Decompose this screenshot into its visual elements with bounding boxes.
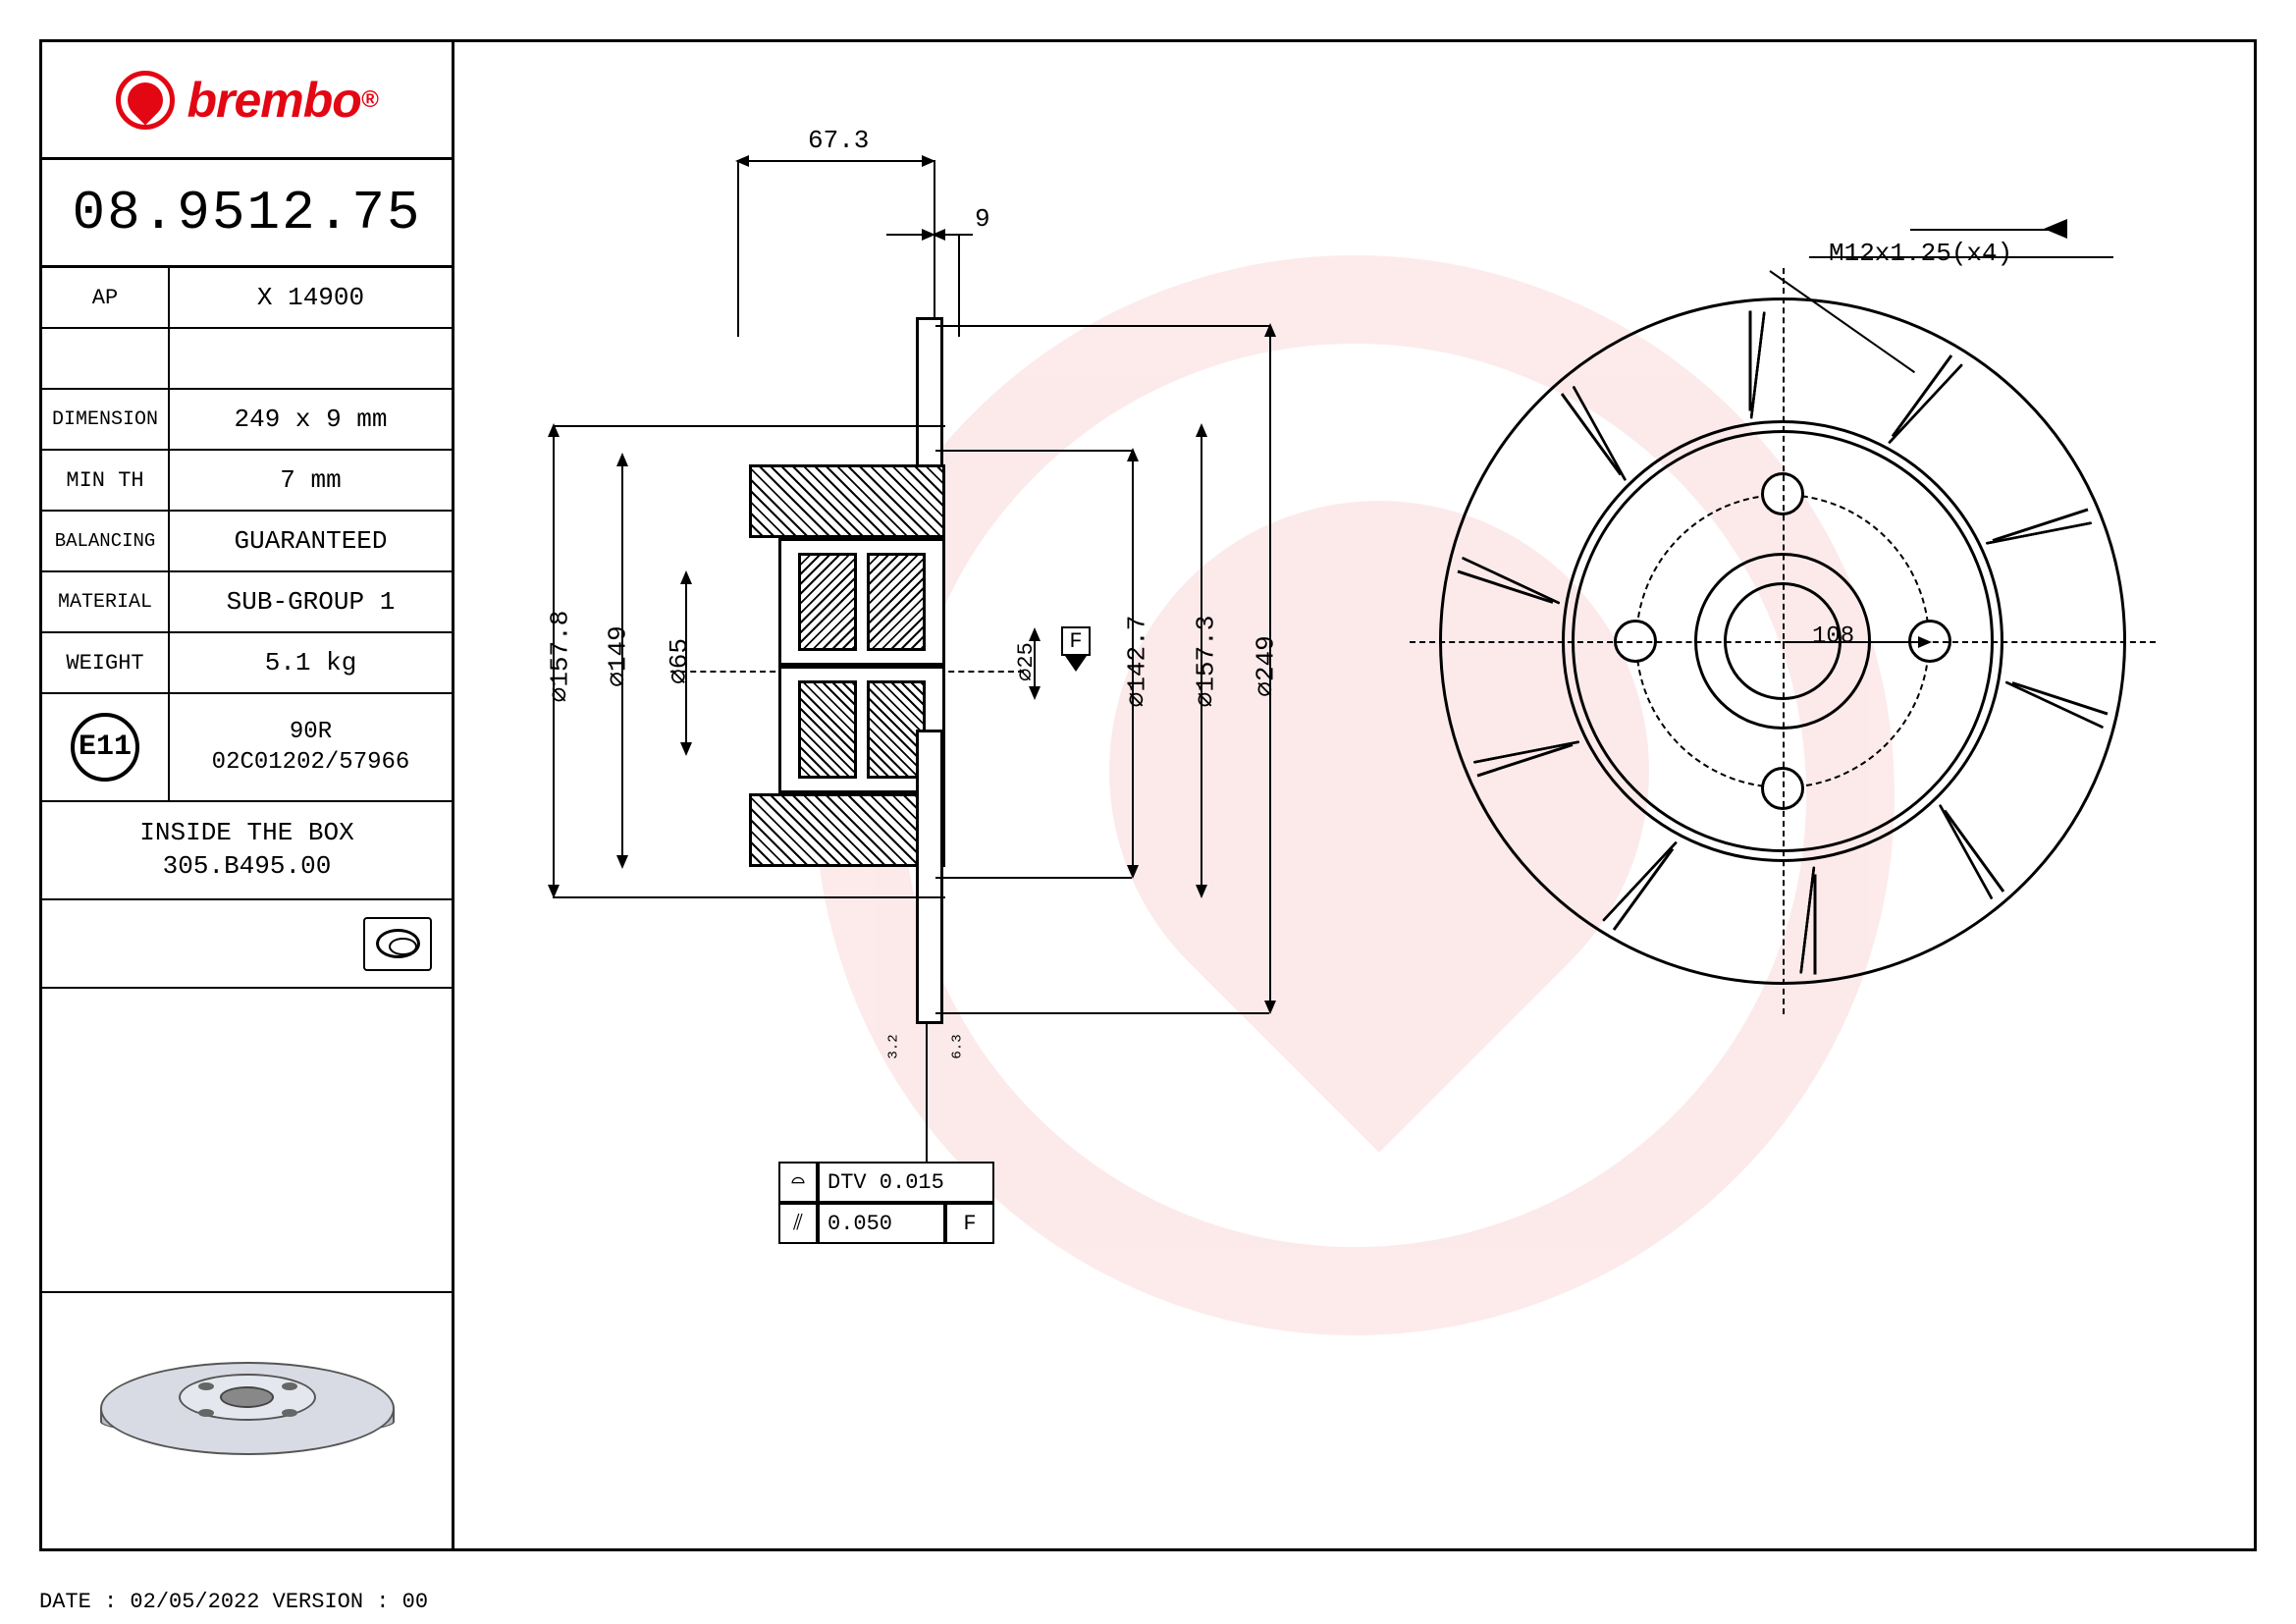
dim-249: ∅249 <box>1251 635 1281 696</box>
dim-67-3: 67.3 <box>808 126 869 155</box>
product-render <box>42 1293 452 1548</box>
e-mark-circle: E11 <box>71 713 139 782</box>
e-mark: E11 <box>42 694 170 800</box>
datum-f: F <box>1061 626 1091 656</box>
cross-section-view <box>729 317 985 1024</box>
spec-row-ap: AP X 14900 <box>42 268 452 329</box>
brand-logo: brembo® <box>42 42 452 160</box>
filler <box>42 989 452 1293</box>
front-view: 108 <box>1439 298 2126 985</box>
tol-ref: F <box>945 1203 994 1244</box>
spec-label: BALANCING <box>42 512 170 570</box>
spec-label: DIMENSION <box>42 390 170 449</box>
spec-row-dimension: DIMENSION 249 x 9 mm <box>42 390 452 451</box>
spec-value: 7 mm <box>170 465 452 495</box>
cert-line2: 02C01202/57966 <box>212 747 410 778</box>
spec-value: SUB-GROUP 1 <box>170 587 452 617</box>
dim-108: 108 <box>1812 623 1854 650</box>
footer-date: DATE : 02/05/2022 VERSION : 00 <box>39 1590 428 1614</box>
dim-65: ∅65 <box>664 638 694 684</box>
spec-row-weight: WEIGHT 5.1 kg <box>42 633 452 694</box>
bearing-icon <box>363 917 432 971</box>
certification-row: E11 90R 02C01202/57966 <box>42 694 452 802</box>
spec-value: 5.1 kg <box>170 648 452 677</box>
dim-142-7: ∅142.7 <box>1121 616 1151 708</box>
technical-drawing: 67.3 9 <box>454 42 2254 1548</box>
dim-149: ∅149 <box>603 625 633 686</box>
brand-text: brembo <box>187 72 360 129</box>
dim-9: 9 <box>975 204 990 234</box>
spec-value: GUARANTEED <box>170 526 452 556</box>
dim-157-3: ∅157.3 <box>1190 616 1220 708</box>
tol-050: 0.050 <box>818 1203 945 1244</box>
spec-label: AP <box>42 268 170 327</box>
logo-icon <box>116 71 175 130</box>
spec-label: MIN TH <box>42 451 170 510</box>
spec-value: X 14900 <box>170 283 452 312</box>
empty-row <box>42 329 452 390</box>
drawing-area: 67.3 9 <box>454 42 2254 1548</box>
box-contents: INSIDE THE BOX 305.B495.00 <box>42 802 452 900</box>
spec-row-minth: MIN TH 7 mm <box>42 451 452 512</box>
surf-2: 6.3 <box>950 1034 966 1058</box>
box-line2: 305.B495.00 <box>163 850 332 884</box>
spec-row-material: MATERIAL SUB-GROUP 1 <box>42 572 452 633</box>
spec-label: WEIGHT <box>42 633 170 692</box>
cert-code: 90R 02C01202/57966 <box>170 717 452 778</box>
spec-panel: brembo® 08.9512.75 AP X 14900 DIMENSION … <box>42 42 454 1548</box>
spec-label: MATERIAL <box>42 572 170 631</box>
part-number: 08.9512.75 <box>42 160 452 268</box>
tol-dtv: DTV 0.015 <box>818 1162 994 1203</box>
surf-1: 3.2 <box>886 1034 902 1058</box>
spec-value: 249 x 9 mm <box>170 405 452 434</box>
thread-callout: M12x1.25(x4) <box>1829 239 2012 268</box>
box-line1: INSIDE THE BOX <box>139 817 353 850</box>
spec-row-balancing: BALANCING GUARANTEED <box>42 512 452 572</box>
dim-157-8: ∅157.8 <box>544 611 574 703</box>
cert-line1: 90R <box>290 717 332 747</box>
drawing-frame: brembo® 08.9512.75 AP X 14900 DIMENSION … <box>39 39 2257 1551</box>
dim-25: ∅25 <box>1013 642 1039 681</box>
icon-row <box>42 900 452 989</box>
